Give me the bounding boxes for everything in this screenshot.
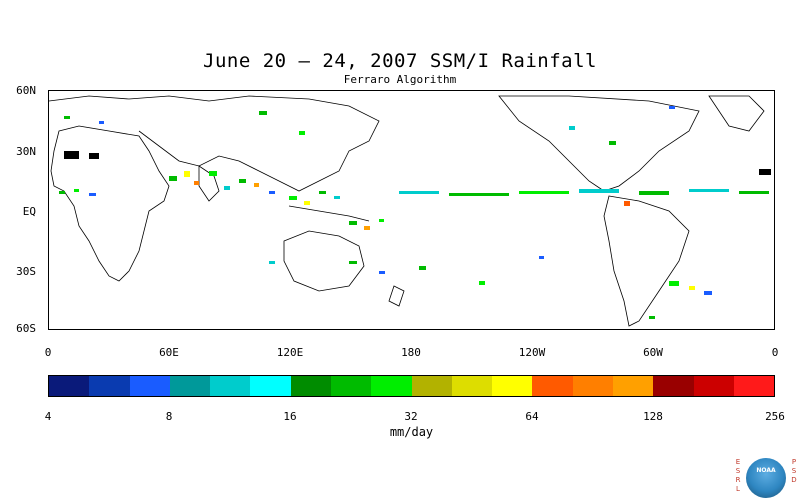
colorbar-swatch xyxy=(330,376,372,396)
south-america-coast xyxy=(603,195,690,327)
colorbar-swatch xyxy=(89,376,130,396)
nz-coast xyxy=(388,285,405,307)
rainfall-map xyxy=(48,90,775,330)
lon-label-60e: 60E xyxy=(159,346,179,359)
lat-label-30s: 30S xyxy=(16,265,36,278)
lon-label-180: 180 xyxy=(401,346,421,359)
colorbar-swatch xyxy=(169,376,211,396)
colorbar-units: mm/day xyxy=(389,425,434,439)
colorbar-swatch xyxy=(411,376,452,396)
colorbar-tick-16: 16 xyxy=(283,410,297,423)
lon-label-120w: 120W xyxy=(518,346,546,359)
lon-label-0-left: 0 xyxy=(44,346,52,359)
lat-label-30n: 30N xyxy=(16,145,36,158)
lat-label-60n: 60N xyxy=(16,84,36,97)
colorbar-swatch xyxy=(492,376,533,396)
colorbar-swatch xyxy=(532,376,573,396)
australia-coast xyxy=(283,230,365,292)
colorbar-tick-4: 4 xyxy=(44,410,52,423)
colorbar-swatch xyxy=(129,376,170,396)
colorbar-swatch xyxy=(49,376,90,396)
map-svg xyxy=(49,95,771,327)
colorbar-swatch xyxy=(451,376,493,396)
noaa-logo-icon xyxy=(746,458,786,498)
lon-label-0-right: 0 xyxy=(771,346,779,359)
lat-label-eq: EQ xyxy=(22,205,36,218)
north-america-coast xyxy=(498,95,700,192)
colorbar-swatch xyxy=(733,376,775,396)
colorbar-swatch xyxy=(290,376,331,396)
coastlines xyxy=(49,95,765,327)
colorbar-tick-32: 32 xyxy=(404,410,418,423)
colorbar-swatch xyxy=(653,376,694,396)
colorbar-swatch xyxy=(693,376,734,396)
colorbar-tick-256: 256 xyxy=(765,410,785,423)
lon-label-60w: 60W xyxy=(643,346,663,359)
colorbar xyxy=(48,375,775,397)
africa-coast xyxy=(50,125,170,282)
colorbar-tick-64: 64 xyxy=(525,410,539,423)
greenland-coast xyxy=(708,95,765,132)
colorbar-swatch xyxy=(572,376,613,396)
map-title: June 20 – 24, 2007 SSM/I Rainfall xyxy=(203,50,597,72)
eurasia-coast xyxy=(49,95,380,192)
rainfall-cells xyxy=(59,106,771,319)
colorbar-swatch xyxy=(612,376,654,396)
colorbar-swatch xyxy=(250,376,291,396)
indonesia-coast xyxy=(288,205,370,222)
colorbar-swatch xyxy=(371,376,412,396)
map-subtitle: Ferraro Algorithm xyxy=(343,73,457,86)
colorbar-tick-8: 8 xyxy=(165,410,173,423)
colorbar-swatch xyxy=(210,376,251,396)
lat-label-60s: 60S xyxy=(16,322,36,335)
noaa-logo-text: NOAA xyxy=(756,467,776,474)
lon-label-120e: 120E xyxy=(276,346,304,359)
colorbar-tick-128: 128 xyxy=(643,410,663,423)
